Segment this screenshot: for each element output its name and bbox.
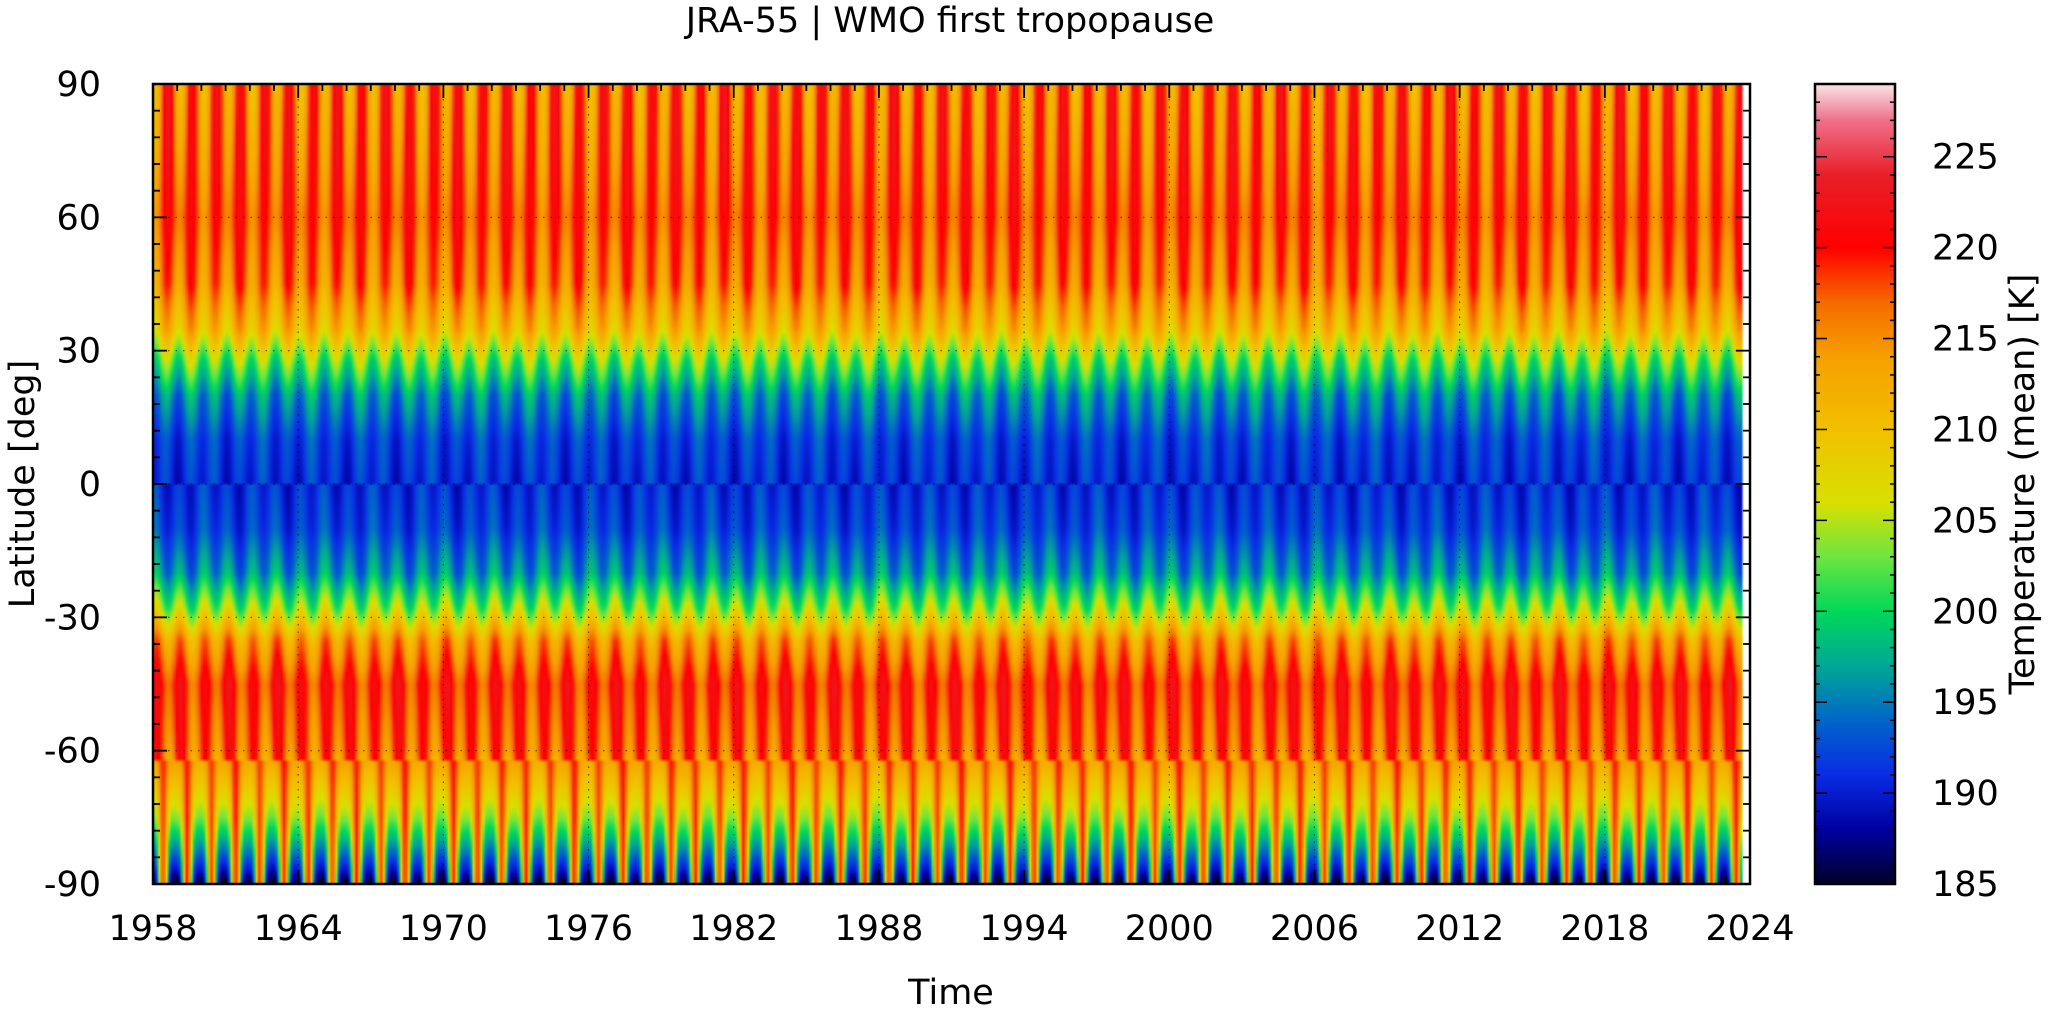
colorbar-tick-label: 225 [1932,138,1999,178]
x-axis: 1958 1964 1970 1976 1982 1988 1994 2000 2006 2012… [108,84,1795,949]
colorbar-label: Temperature (mean) [K] [2003,274,2043,696]
x-tick-label: 2000 [1125,909,1214,949]
x-tick-label: 2018 [1560,909,1649,949]
colorbar-tick-label: 210 [1932,410,1999,450]
y-tick-label: 30 [56,332,101,372]
x-tick-label: 1976 [544,909,633,949]
x-tick-label: 2012 [1415,909,1504,949]
x-tick-label: 1964 [254,909,343,949]
y-tick-label: -30 [44,598,101,638]
x-tick-label: 1970 [399,909,488,949]
y-tick-label: 0 [79,465,101,505]
colorbar-tick-label: 220 [1932,229,1999,269]
x-tick-label: 1988 [834,909,923,949]
plot-area: 1958 1964 1970 1976 1982 1988 1994 2000 2006 2012… [44,65,1795,949]
colorbar-tick-label: 190 [1932,774,1999,814]
y-tick-label: -90 [44,865,101,905]
y-axis: -90 -60 -30 0 30 60 90 [44,65,1750,905]
y-tick-label: -60 [44,732,101,772]
colorbar-tick-label: 205 [1932,501,1999,541]
chart-title: JRA-55 | WMO first tropopause [684,1,1215,41]
x-tick-label: 1982 [689,909,778,949]
x-tick-label: 1994 [980,909,1069,949]
colorbar-tick-label: 215 [1932,320,1999,360]
x-tick-label: 1958 [108,909,197,949]
colorbar-axis: 185 190 195 200 205 210 215 220 225 [1815,83,1999,905]
heatmap-image [153,84,1750,884]
y-axis-label: Latitude [deg] [3,360,43,608]
colorbar-tick-label: 200 [1932,592,1999,632]
x-axis-label: Time [907,973,994,1012]
y-tick-label: 60 [56,198,101,238]
x-tick-label: 2024 [1705,909,1794,949]
x-tick-label: 2006 [1270,909,1359,949]
colorbar-gradient [1815,84,1895,884]
y-tick-label: 90 [56,65,101,105]
colorbar: 185 190 195 200 205 210 215 220 225 [1813,82,1999,905]
colorbar-tick-label: 195 [1932,683,1999,723]
colorbar-tick-label: 185 [1932,865,1999,905]
